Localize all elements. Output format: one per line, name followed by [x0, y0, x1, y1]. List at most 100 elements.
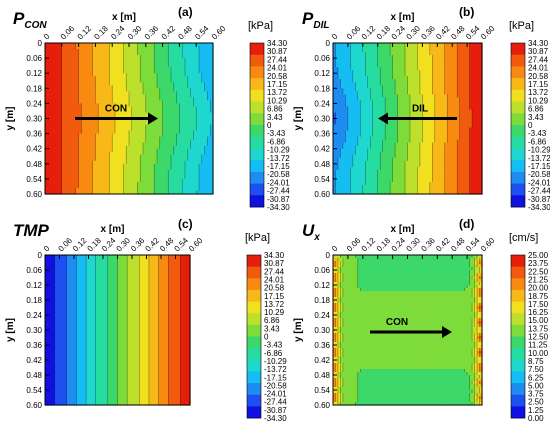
heatmap-cell [47, 136, 52, 141]
heatmap-cell [84, 103, 88, 108]
heatmap-cell [103, 130, 108, 135]
heatmap-cell [53, 175, 57, 180]
heatmap-cell [45, 169, 49, 174]
heatmap-cell [92, 127, 96, 132]
heatmap-cell [101, 148, 105, 153]
heatmap-cell [115, 127, 119, 132]
heatmap-cell [106, 103, 110, 108]
heatmap-cell [117, 97, 122, 101]
heatmap-cell [92, 190, 96, 195]
heatmap-cell [112, 154, 116, 159]
heatmap-cell [89, 130, 94, 135]
heatmap-cell [123, 52, 127, 56]
heatmap-cell [95, 154, 99, 159]
heatmap-cell [73, 97, 77, 101]
heatmap-cell [109, 79, 113, 83]
heatmap-cell [73, 184, 77, 189]
heatmap-cell [61, 67, 66, 71]
heatmap-cell [84, 52, 88, 56]
heatmap-cell [81, 127, 85, 132]
heatmap-cell [61, 142, 66, 147]
heatmap-cell [56, 55, 60, 59]
heatmap-cell [101, 97, 105, 101]
heatmap-cell [103, 91, 108, 95]
heatmap-cell [56, 124, 60, 129]
heatmap-cell [53, 160, 57, 165]
heatmap-cell [45, 160, 49, 165]
heatmap-cell [115, 70, 119, 74]
heatmap-cell [112, 124, 116, 129]
heatmap-cell [61, 106, 66, 111]
heatmap-cell [109, 151, 113, 156]
heatmap-cell [98, 106, 102, 111]
heatmap-cell [81, 46, 85, 50]
heatmap-cell [89, 160, 94, 165]
heatmap-cell [75, 148, 80, 153]
heatmap-cell [87, 43, 91, 47]
heatmap-cell [103, 148, 108, 153]
heatmap-cell [101, 142, 105, 147]
heatmap-cell [73, 58, 77, 62]
heatmap-cell [98, 88, 102, 92]
heatmap-cell [109, 184, 113, 189]
heatmap-cell [106, 46, 110, 50]
heatmap-cell [45, 181, 49, 186]
heatmap-cell [73, 136, 77, 141]
heatmap-cell [50, 151, 54, 156]
heatmap-cell [115, 190, 119, 195]
heatmap-cell [64, 124, 68, 129]
heatmap-cell [106, 151, 110, 156]
heatmap-cell [81, 175, 85, 180]
heatmap-cell [64, 61, 68, 65]
heatmap-cell [87, 157, 91, 162]
heatmap-cell [70, 133, 74, 138]
heatmap-cell [53, 163, 57, 168]
heatmap-cell [59, 166, 63, 171]
heatmap-cell [95, 133, 99, 138]
heatmap-cell [123, 91, 127, 95]
heatmap-cell [75, 130, 80, 135]
heatmap-cell [47, 79, 52, 83]
heatmap-cell [45, 76, 49, 80]
heatmap-cell [78, 124, 82, 129]
heatmap-cell [50, 67, 54, 71]
heatmap-cell [87, 121, 91, 126]
heatmap-cell [126, 43, 130, 47]
heatmap-cell [81, 184, 85, 189]
heatmap-cell [59, 88, 63, 92]
heatmap-cell [120, 94, 124, 98]
heatmap-cell [53, 142, 57, 147]
heatmap-cell [123, 145, 127, 150]
x-axis-label: x [m] [112, 12, 136, 23]
heatmap-cell [73, 133, 77, 138]
heatmap-cell [47, 64, 52, 68]
heatmap-cell [103, 67, 108, 71]
heatmap-cell [87, 142, 91, 147]
heatmap-cell [126, 82, 130, 86]
heatmap-cell [73, 103, 77, 108]
heatmap-cell [123, 76, 127, 80]
heatmap-cell [109, 136, 113, 141]
heatmap-cell [50, 184, 54, 189]
colorbar-segment [250, 125, 264, 138]
heatmap-cell [45, 157, 49, 162]
heatmap-cell [87, 82, 91, 86]
heatmap-cell [89, 181, 94, 186]
heatmap-cell [109, 97, 113, 101]
heatmap-cell [106, 52, 110, 56]
heatmap-cell [95, 118, 99, 123]
heatmap-cell [75, 133, 80, 138]
heatmap-cell [53, 88, 57, 92]
heatmap-cell [106, 166, 110, 171]
heatmap-cell [56, 142, 60, 147]
heatmap-cell [115, 157, 119, 162]
heatmap-cell [59, 70, 63, 74]
heatmap-cell [87, 67, 91, 71]
heatmap-cell [45, 79, 49, 83]
heatmap-cell [70, 121, 74, 126]
heatmap-cell [109, 55, 113, 59]
heatmap-cell [115, 181, 119, 186]
heatmap-cell [53, 148, 57, 153]
heatmap-cell [73, 70, 77, 74]
heatmap-cell [92, 121, 96, 126]
